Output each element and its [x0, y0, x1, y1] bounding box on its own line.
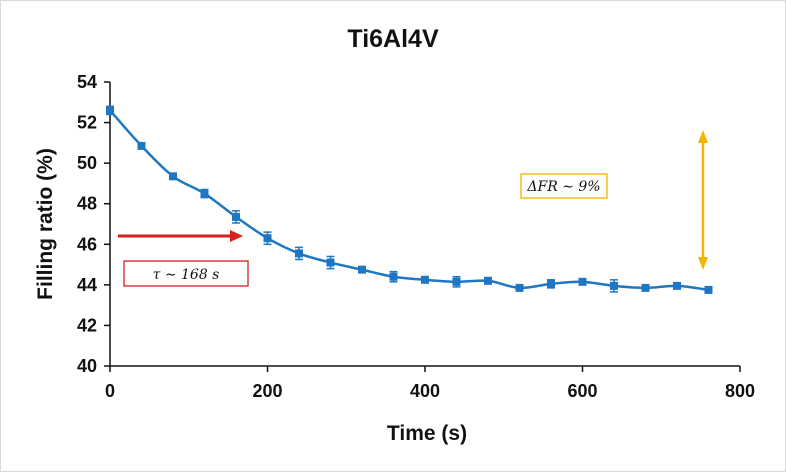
y-tick-label: 48 — [77, 194, 97, 214]
data-point — [169, 172, 177, 181]
data-point — [673, 281, 681, 290]
data-point — [200, 189, 209, 198]
y-tick-label: 46 — [77, 234, 97, 254]
data-point — [232, 212, 240, 221]
data-point — [452, 277, 461, 286]
data-point — [484, 276, 492, 285]
x-tick-label: 0 — [105, 381, 115, 401]
data-point — [106, 106, 114, 115]
tau-label: τ ∼ 168 s — [153, 267, 220, 283]
data-point — [295, 249, 303, 258]
tau-arrowhead — [230, 230, 243, 242]
x-tick-label: 800 — [725, 381, 755, 401]
y-tick-label: 54 — [77, 72, 97, 92]
data-point — [641, 283, 650, 292]
chart-title: Ti6Al4V — [347, 25, 439, 53]
data-point — [610, 281, 618, 290]
data-point — [358, 265, 366, 274]
data-point — [547, 279, 555, 288]
data-point — [704, 285, 713, 294]
data-point — [421, 275, 429, 284]
delta-label: ΔFR ∼ 9% — [526, 179, 600, 195]
y-tick-label: 44 — [77, 275, 97, 295]
data-point — [578, 277, 587, 286]
y-tick-label: 52 — [77, 113, 97, 133]
tick-group: 0 200 400 600 800 40 42 44 46 48 50 52 54 — [77, 72, 755, 401]
tau-box — [123, 260, 249, 287]
x-tick-label: 400 — [410, 381, 440, 401]
delta-box — [520, 173, 608, 199]
data-point — [389, 272, 398, 281]
x-axis-label: Time (s) — [387, 422, 467, 445]
y-tick-label: 50 — [77, 153, 97, 173]
y-tick-label: 40 — [77, 356, 97, 376]
data-point — [263, 234, 272, 243]
y-tick-label: 42 — [77, 315, 97, 335]
data-point — [515, 283, 524, 292]
series-group — [106, 105, 713, 294]
data-point — [326, 258, 335, 267]
delta-annotation: ΔFR ∼ 9% — [520, 130, 708, 270]
x-tick-label: 200 — [252, 381, 282, 401]
delta-arrowhead-bottom — [698, 257, 708, 270]
x-tick-label: 600 — [567, 381, 597, 401]
axes — [109, 82, 740, 367]
delta-arrowhead-top — [698, 130, 708, 143]
data-point — [137, 141, 146, 150]
tau-annotation: τ ∼ 168 s — [118, 230, 249, 287]
y-axis-label: Filling ratio (%) — [34, 148, 57, 300]
